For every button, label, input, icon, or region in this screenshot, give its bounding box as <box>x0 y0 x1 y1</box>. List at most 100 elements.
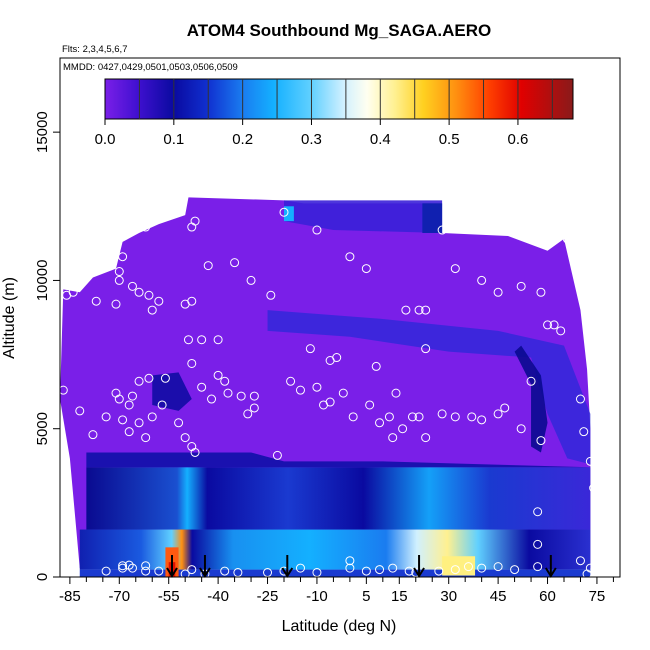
colorbar-tick-label: 0.5 <box>439 131 460 148</box>
sample-point <box>243 409 253 419</box>
colorbar-tick-label: 0.1 <box>163 131 184 148</box>
sample-point <box>516 281 526 291</box>
sample-point <box>197 382 207 392</box>
chart-title: ATOM4 Southbound Mg_SAGA.AERO <box>187 21 491 40</box>
x-axis-label: Latitude (deg N) <box>282 618 397 635</box>
sample-point <box>88 430 98 440</box>
y-tick-label: 10000 <box>34 260 51 302</box>
field-upper-dark <box>422 203 443 233</box>
sample-point <box>246 275 256 285</box>
sample-point <box>361 566 371 576</box>
sample-point <box>421 344 431 354</box>
sample-point <box>279 207 289 217</box>
sample-point <box>118 561 128 571</box>
x-tick-label: 45 <box>490 588 507 605</box>
sample-point <box>124 427 134 437</box>
sample-point <box>295 385 305 395</box>
colorbar-tick-label: 0.2 <box>232 131 253 148</box>
sample-point <box>58 385 68 395</box>
sample-point <box>134 418 144 428</box>
flight-arrow-head <box>199 567 211 578</box>
x-tick-label: 5 <box>362 588 370 605</box>
sample-point <box>477 415 487 425</box>
sample-point <box>414 305 424 315</box>
sample-point <box>68 287 78 297</box>
field-upper-patch <box>284 200 443 233</box>
sample-point <box>220 566 230 576</box>
sample-point <box>510 565 520 575</box>
sample-point <box>407 412 417 422</box>
sample-point <box>384 412 394 422</box>
sample-point <box>421 433 431 443</box>
sample-point <box>154 296 164 306</box>
sample-point <box>223 388 233 398</box>
sample-point <box>585 563 595 573</box>
sample-point <box>388 563 398 573</box>
sample-point <box>585 456 595 466</box>
x-tick-label: -40 <box>207 588 229 605</box>
x-tick-label: -70 <box>108 588 130 605</box>
sample-point <box>75 406 85 416</box>
colorbar-gradient <box>104 78 574 120</box>
sample-point <box>147 305 157 315</box>
y-axis-label: Altitude (m) <box>1 277 18 359</box>
flight-arrow-head <box>166 567 178 578</box>
flights-label: Flts: 2,3,4,5,6,7 <box>62 44 127 55</box>
sample-point <box>493 287 503 297</box>
sample-point <box>536 436 546 446</box>
sample-point <box>187 565 197 575</box>
sample-point <box>533 507 543 517</box>
x-tick-label: -55 <box>158 588 180 605</box>
sample-point <box>174 418 184 428</box>
flight-arrow <box>199 555 211 578</box>
sample-point <box>463 562 473 572</box>
sample-point <box>187 296 197 306</box>
field-mid-top <box>86 452 591 468</box>
sample-point <box>562 234 572 244</box>
sample-point <box>144 373 154 383</box>
sample-point <box>575 394 585 404</box>
sample-point <box>305 344 315 354</box>
sample-point <box>111 388 121 398</box>
sample-point <box>101 412 111 422</box>
sample-point <box>101 566 111 576</box>
sample-point <box>127 281 137 291</box>
sample-point <box>249 391 259 401</box>
flight-arrows <box>166 555 557 578</box>
sample-point <box>220 376 230 386</box>
x-tick-label: 30 <box>440 588 457 605</box>
sample-point <box>434 566 444 576</box>
sample-point <box>388 433 398 443</box>
sample-point <box>533 539 543 549</box>
sample-point <box>295 563 305 573</box>
sample-point <box>124 400 134 410</box>
sample-point <box>401 305 411 315</box>
sample-point <box>450 264 460 274</box>
sample-point <box>450 565 460 575</box>
flight-arrow-head <box>413 567 425 578</box>
sample-point <box>549 320 559 330</box>
sample-point <box>207 394 217 404</box>
flight-arrow <box>281 555 294 578</box>
sample-point <box>375 418 385 428</box>
sample-point <box>398 424 408 434</box>
sample-point <box>197 335 207 345</box>
sample-point <box>345 556 355 566</box>
sample-point <box>477 563 487 573</box>
sample-point <box>118 252 128 262</box>
field-diag-band <box>267 310 591 465</box>
sample-point <box>526 376 536 386</box>
sample-point <box>111 299 121 309</box>
sample-point <box>493 562 503 572</box>
sample-point <box>391 388 401 398</box>
x-tick-label: -10 <box>306 588 328 605</box>
sample-point <box>249 403 259 413</box>
sample-point <box>493 409 503 419</box>
colorbar: 0.0 0.1 0.2 0.3 0.4 0.5 0.6 <box>95 78 574 148</box>
sample-point <box>134 287 144 297</box>
sample-point <box>213 370 223 380</box>
field-mid-band <box>86 467 591 530</box>
sample-point <box>154 566 164 576</box>
colorbar-tick-label: 0.3 <box>301 131 322 148</box>
sample-point <box>589 483 599 493</box>
